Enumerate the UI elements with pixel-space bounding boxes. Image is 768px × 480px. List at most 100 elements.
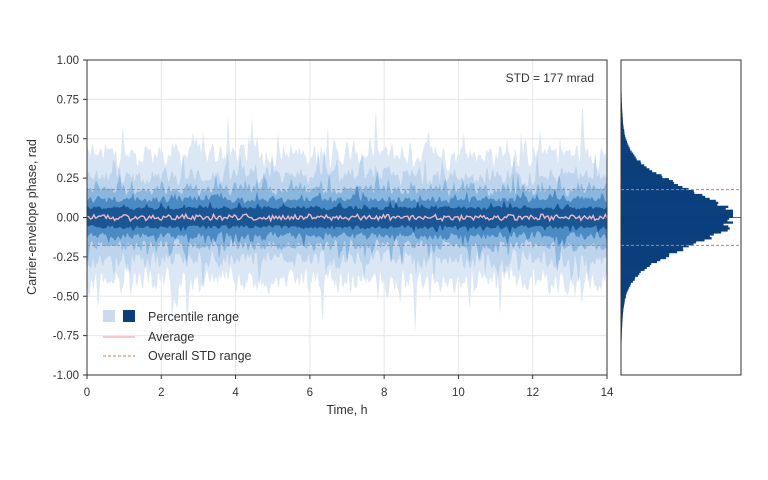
histogram-bar xyxy=(621,284,631,287)
histogram-bar xyxy=(621,280,633,283)
percentile-band-4 xyxy=(87,200,607,234)
histogram-bar xyxy=(621,186,683,189)
histogram-bar xyxy=(621,221,733,224)
histogram-bar xyxy=(621,252,670,256)
histogram-bar xyxy=(621,272,640,275)
histogram-panel xyxy=(621,79,741,356)
histogram-bar xyxy=(621,178,669,181)
std-annotation: STD = 177 mrad xyxy=(506,71,594,85)
percentile-bands xyxy=(87,107,607,334)
histogram-bar xyxy=(621,162,642,165)
histogram-bar xyxy=(621,270,641,273)
histogram-bar xyxy=(621,231,722,234)
histogram-bar xyxy=(621,290,628,293)
histogram-bar xyxy=(621,258,661,262)
histogram-bar xyxy=(621,308,624,311)
histogram-bar xyxy=(621,264,650,268)
legend-label-std: Overall STD range xyxy=(148,349,252,363)
histogram-bar xyxy=(621,321,623,325)
histogram-bar xyxy=(621,197,710,201)
histogram-bar xyxy=(621,121,623,124)
histogram-bar xyxy=(621,225,729,228)
histogram-bar xyxy=(621,128,625,132)
histogram-bar xyxy=(621,205,729,208)
histogram-bar xyxy=(621,148,631,151)
histogram-bar xyxy=(621,217,730,220)
histogram-bar xyxy=(621,189,694,193)
histogram-bar xyxy=(621,130,625,134)
histogram-bar xyxy=(621,144,629,147)
histogram-bar xyxy=(621,239,705,242)
histogram-bar xyxy=(621,262,652,266)
histogram-bar xyxy=(621,313,623,317)
histogram-bar xyxy=(621,254,669,258)
x-tick-label: 0 xyxy=(84,387,90,399)
histogram-bar xyxy=(621,294,626,297)
histogram-bar xyxy=(621,266,647,269)
histogram-bar xyxy=(621,233,714,236)
histogram-bar xyxy=(621,142,628,145)
histogram-bar xyxy=(621,247,683,250)
histogram-bar xyxy=(621,187,689,191)
histogram-bar xyxy=(621,123,624,126)
histogram-bar xyxy=(621,184,679,187)
y-axis-ticks: 1.00 0.75 0.50 0.25 0.00 -0.25 -0.50 -0.75 -1.00 xyxy=(53,55,87,382)
y-tick-label: 0.00 xyxy=(57,213,79,225)
histogram-bar xyxy=(621,298,625,301)
histogram-bar xyxy=(621,325,623,329)
histogram-bar xyxy=(621,152,634,155)
histogram-bar xyxy=(621,306,624,309)
histogram-bar xyxy=(621,126,624,130)
histogram-bar xyxy=(621,288,629,291)
histogram-bar xyxy=(621,199,716,203)
histogram-bar xyxy=(621,156,636,159)
histogram-bar xyxy=(621,213,733,216)
histogram-bar xyxy=(621,250,678,254)
histogram-bar xyxy=(621,115,623,118)
y-tick-label: 0.25 xyxy=(57,173,79,185)
histogram-bar xyxy=(621,304,625,307)
histogram-bar xyxy=(621,243,694,246)
histogram-bar xyxy=(621,134,626,138)
histogram-bar xyxy=(621,302,625,305)
histogram-bar xyxy=(621,109,623,112)
histogram-bar xyxy=(621,282,631,285)
histogram-bar xyxy=(621,160,641,163)
histogram-bar xyxy=(621,168,650,171)
histogram-bar xyxy=(621,170,653,173)
histogram-bar xyxy=(621,195,706,199)
histogram-bar xyxy=(621,315,623,319)
x-tick-label: 14 xyxy=(601,387,614,399)
histogram-bar xyxy=(621,182,675,185)
y-axis-title: Carrier-envelope phase, rad xyxy=(25,139,39,295)
histogram-bar xyxy=(621,154,635,157)
histogram-bar xyxy=(621,249,684,252)
histogram-bar xyxy=(621,276,636,279)
y-tick-label: -1.00 xyxy=(53,370,79,382)
histogram-bar xyxy=(621,235,710,238)
histogram-bar xyxy=(621,180,673,183)
histogram-bar xyxy=(621,193,703,197)
histogram-bar xyxy=(621,111,623,114)
histogram-bar xyxy=(621,310,624,313)
histogram-bar xyxy=(621,138,627,142)
histogram-bar xyxy=(621,207,726,210)
histogram-bar xyxy=(621,227,730,230)
x-tick-label: 12 xyxy=(526,387,539,399)
histogram-bar xyxy=(621,319,623,323)
histogram-bar xyxy=(621,117,623,120)
y-tick-label: -0.75 xyxy=(53,331,79,343)
histogram-bar xyxy=(621,124,624,128)
histogram-bar xyxy=(621,237,712,240)
histogram-bar xyxy=(621,166,647,169)
legend-label-average: Average xyxy=(148,330,194,344)
histogram-bar xyxy=(621,256,667,260)
histogram-bar xyxy=(621,278,635,281)
histogram-bar xyxy=(621,119,623,122)
y-tick-label: 0.50 xyxy=(57,134,79,146)
x-tick-label: 4 xyxy=(232,387,239,399)
histogram-bar xyxy=(621,132,625,136)
histogram-bar xyxy=(621,300,625,303)
histogram-bar xyxy=(621,241,697,244)
